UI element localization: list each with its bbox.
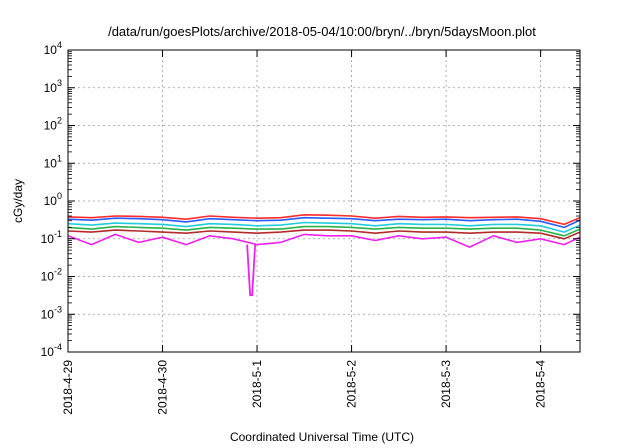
y-tick-label: 100 — [44, 191, 62, 208]
y-tick-label: 10-1 — [41, 229, 62, 246]
y-tick-label-exponent: 0 — [57, 191, 62, 201]
y-tick-label-base: 10 — [41, 270, 55, 284]
y-tick-label-base: 10 — [41, 345, 55, 359]
series-line — [67, 225, 581, 237]
series-line — [67, 221, 581, 233]
series-line — [67, 214, 581, 226]
ticks — [67, 49, 580, 353]
y-tick-label: 10-4 — [41, 342, 62, 359]
y-tick-label-exponent: -2 — [54, 267, 62, 277]
y-tick-label-base: 10 — [41, 232, 55, 246]
y-tick-label-exponent: -4 — [54, 342, 62, 352]
y-tick-label-base: 10 — [41, 307, 55, 321]
x-tick-label: 2018-5-4 — [534, 360, 548, 408]
series-line — [67, 216, 581, 229]
series-line — [67, 229, 581, 240]
x-tick-labels: 2018-4-29 2018-4-30 2018-5-1 2018-5-2 2018-5… — [61, 360, 548, 415]
y-tick-label-base: 10 — [44, 81, 58, 95]
y-tick-label: 104 — [44, 40, 62, 57]
y-axis-label: cGy/day — [11, 179, 25, 223]
y-tick-label-exponent: 3 — [57, 78, 62, 88]
y-tick-label-exponent: -1 — [54, 229, 62, 239]
y-tick-label-base: 10 — [44, 43, 58, 57]
y-tick-label-base: 10 — [44, 156, 58, 170]
y-tick-label: 101 — [44, 153, 62, 170]
chart-title: /data/run/goesPlots/archive/2018-05-04/1… — [108, 24, 536, 39]
y-tick-label-exponent: 4 — [57, 40, 62, 50]
x-tick-label: 2018-4-30 — [156, 360, 170, 415]
x-tick-label: 2018-5-3 — [439, 360, 453, 408]
y-tick-label: 10-3 — [41, 304, 62, 321]
y-tick-label-exponent: 1 — [57, 153, 62, 163]
series-dip — [246, 244, 257, 297]
y-tick-label-exponent: -3 — [54, 304, 62, 314]
series-layer — [67, 214, 581, 297]
y-tick-label-base: 10 — [44, 194, 58, 208]
x-tick-label: 2018-5-1 — [250, 360, 264, 408]
y-tick-label: 10-2 — [41, 267, 62, 284]
y-tick-label-exponent: 2 — [57, 116, 62, 126]
y-tick-label: 103 — [44, 78, 62, 95]
x-tick-label: 2018-5-2 — [345, 360, 359, 408]
series-line — [67, 233, 581, 248]
y-tick-label-base: 10 — [44, 119, 58, 133]
x-axis-label: Coordinated Universal Time (UTC) — [230, 430, 414, 444]
y-tick-label: 102 — [44, 116, 62, 133]
x-tick-label: 2018-4-29 — [61, 360, 75, 415]
